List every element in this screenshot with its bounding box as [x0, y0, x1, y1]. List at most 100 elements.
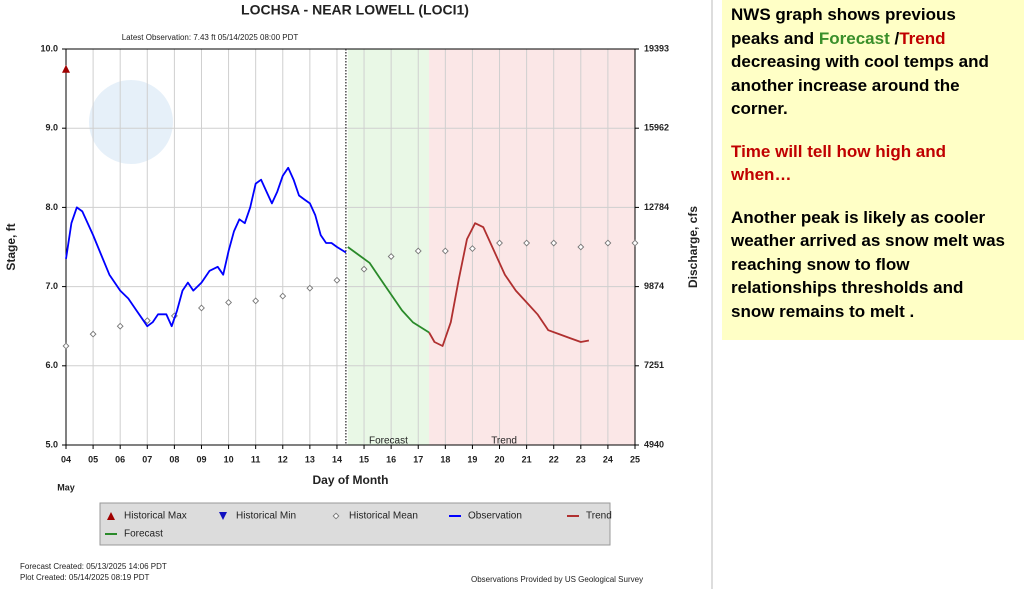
diamond-marker — [414, 247, 422, 255]
text-line: another increase around the — [731, 74, 1024, 98]
text-span: snow remains to melt . — [731, 301, 915, 321]
text-span: NWS graph shows previous — [731, 5, 956, 24]
diamond-marker — [496, 239, 503, 247]
legend-label: Historical Mean — [349, 511, 418, 522]
diamond-marker — [577, 243, 585, 251]
footer-text: Plot Created: 05/14/2025 08:19 PDT — [20, 573, 150, 582]
y-tick-label: 7.0 — [45, 281, 58, 291]
x-tick-label: 09 — [196, 454, 206, 464]
diamond-marker — [333, 276, 341, 284]
text-span: corner. — [731, 99, 788, 118]
text-span: peaks and — [731, 28, 819, 48]
series-line — [347, 246, 430, 334]
text-line: corner. — [731, 97, 1024, 121]
diamond-marker — [631, 239, 639, 247]
diamond-marker — [441, 247, 449, 255]
legend-label: Historical Min — [236, 511, 296, 522]
legend — [99, 502, 611, 546]
x-tick-label: 06 — [115, 454, 125, 464]
x-tick-label: 25 — [630, 454, 640, 464]
chart: LOCHSA - NEAR LOWELL (LOCI1) Latest Obse… — [4, 0, 713, 589]
diamond-marker — [279, 292, 287, 300]
y2-tick-label: 19393 — [644, 43, 669, 53]
triangle-marker — [219, 512, 227, 520]
diamond-marker — [89, 330, 97, 338]
text-span: relationships thresholds and — [731, 278, 964, 297]
text-span: Forecast — [818, 28, 890, 48]
diamond-marker — [252, 297, 260, 305]
text-line: relationships thresholds and — [731, 276, 1024, 300]
text-span: weather arrived as snow melt was — [731, 231, 1006, 250]
y2-axis-label: Discharge, cfs — [686, 206, 700, 288]
plot-frame — [65, 48, 636, 446]
x-tick-label: 10 — [224, 454, 234, 464]
diamond-marker — [116, 322, 124, 330]
series-line — [65, 166, 347, 328]
x-tick-label: 13 — [305, 454, 315, 464]
x-tick-label: 16 — [386, 454, 396, 464]
triangle-marker — [107, 512, 115, 520]
y2-tick-label: 12784 — [644, 202, 669, 212]
footer-text: Observations Provided by US Geological S… — [471, 575, 643, 584]
text-line: reaching snow to flow — [731, 253, 1024, 277]
logo — [89, 80, 173, 164]
x-tick-label: 22 — [549, 454, 559, 464]
text-span: / — [889, 28, 900, 48]
chart-title: LOCHSA - NEAR LOWELL (LOCI1) — [241, 2, 469, 18]
x-tick-label: 24 — [603, 454, 613, 464]
text-span: Trend — [899, 28, 946, 48]
paragraph: Time will tell how high and when… — [731, 140, 1024, 187]
text-line: weather arrived as snow melt was — [731, 229, 1024, 253]
series-line — [428, 222, 590, 347]
diamond-marker — [143, 317, 151, 325]
text-span: when… — [731, 165, 792, 184]
text-span: Another peak is likely as cooler — [731, 207, 986, 227]
y2-tick-label: 4940 — [644, 439, 664, 449]
x-tick-label: 07 — [142, 454, 152, 464]
text-span: reaching snow to flow — [731, 254, 910, 274]
text-line: Another peak is likely as cooler — [731, 206, 1024, 230]
y-tick-label: 9.0 — [45, 123, 58, 133]
text-line: Time will tell how high and — [731, 140, 1024, 164]
paragraph: NWS graph shows previous peaks and Foreca… — [731, 3, 1024, 121]
legend-label: Observation — [468, 511, 522, 522]
x-tick-label: 18 — [440, 454, 450, 464]
y-axis-label: Stage, ft — [4, 223, 18, 270]
text-line: when… — [731, 163, 1024, 187]
y-tick-label: 8.0 — [45, 202, 58, 212]
diamond-marker — [62, 342, 70, 350]
region-label: Forecast — [369, 436, 408, 447]
diamond-marker — [306, 284, 314, 292]
footer-text: Forecast Created: 05/13/2025 14:06 PDT — [20, 562, 167, 571]
y-tick-label: 10.0 — [40, 43, 58, 53]
text-line: peaks and Forecast /Trend — [731, 27, 1024, 51]
diamond-marker — [604, 239, 612, 247]
x-tick-label: 14 — [332, 454, 342, 464]
region-label: Trend — [491, 436, 517, 447]
y-tick-label: 6.0 — [45, 360, 58, 370]
x-tick-label: 05 — [88, 454, 98, 464]
x-tick-label: 23 — [576, 454, 586, 464]
x-tick-label: 19 — [467, 454, 477, 464]
diamond-marker — [523, 239, 531, 247]
text-line: snow remains to melt . — [731, 300, 1024, 324]
triangle-marker — [62, 64, 70, 73]
x-tick-label: 21 — [522, 454, 532, 464]
legend-label: Historical Max — [124, 511, 187, 522]
y2-tick-label: 15962 — [644, 123, 669, 133]
paragraph: Another peak is likely as cooler weather … — [731, 206, 1024, 324]
y2-tick-label: 7251 — [644, 360, 664, 370]
x-axis-label: Day of Month — [313, 473, 389, 487]
x-sublabel: May — [57, 482, 75, 492]
annotation-text: NWS graph shows previous peaks and Foreca… — [731, 3, 1024, 340]
diamond-marker — [332, 512, 340, 520]
diamond-marker — [225, 299, 233, 306]
text-span: another increase around the — [731, 75, 960, 95]
diamond-marker — [198, 304, 205, 312]
annotation-panel: NWS graph shows previous peaks and Foreca… — [722, 0, 1024, 340]
y-tick-label: 5.0 — [45, 439, 58, 449]
forecast-region — [347, 49, 430, 445]
text-line: decreasing with cool temps and — [731, 50, 1024, 74]
chart-subtitle: Latest Observation: 7.43 ft 05/14/2025 0… — [122, 33, 299, 42]
